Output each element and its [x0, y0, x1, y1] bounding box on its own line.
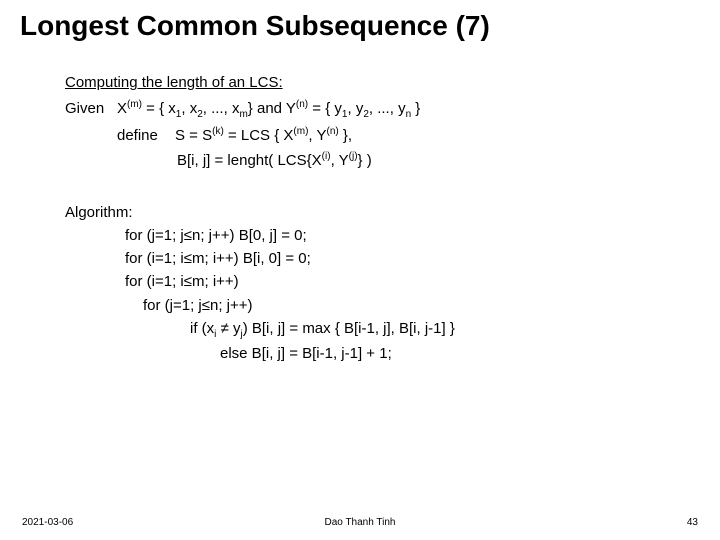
- s-text-a: S = S: [175, 127, 212, 144]
- s-text-d: },: [339, 127, 352, 144]
- algo-line-6: else B[i, j] = B[i-1, j-1] + 1;: [220, 342, 700, 365]
- xm-sub: m: [239, 109, 247, 120]
- define-label: define: [117, 125, 175, 148]
- algo-line-1: for (j=1; j≤n; j++) B[0, j] = 0;: [125, 224, 700, 247]
- footer-date: 2021-03-06: [22, 517, 73, 528]
- algo-line-2: for (i=1; i≤m; i++) B[i, 0] = 0;: [125, 247, 700, 270]
- define-line: defineS = S(k) = LCS { X(m), Y(n) },: [117, 124, 700, 148]
- algo-line-5: if (xi ≠ yj) B[i, j] = max { B[i-1, j], …: [190, 317, 700, 343]
- if-a: if (x: [190, 320, 214, 337]
- x-sup: (m): [127, 99, 142, 110]
- footer-page: 43: [687, 517, 698, 528]
- algo-line-3: for (i=1; i≤m; i++): [125, 270, 700, 293]
- y-set-b: , y: [347, 100, 363, 117]
- slide-title: Longest Common Subsequence (7): [20, 10, 700, 42]
- b-j-sup: (j): [349, 151, 358, 162]
- y-set-c: , ..., y: [369, 100, 406, 117]
- x-set-a: = { x: [142, 100, 176, 117]
- if-c: ) B[i, j] = max { B[i-1, j], B[i, j-1] }: [243, 320, 455, 337]
- algorithm-heading: Algorithm:: [65, 201, 700, 224]
- s-text-b: = LCS { X: [224, 127, 294, 144]
- b-text-b: , Y: [331, 152, 349, 169]
- b-text-c: } ): [358, 152, 372, 169]
- b-i-sup: (i): [322, 151, 331, 162]
- b-text-a: B[i, j] = lenght( LCS{X: [177, 152, 322, 169]
- s-text-c: , Y: [308, 127, 326, 144]
- bij-line: B[i, j] = lenght( LCS{X(i), Y(j)} ): [177, 149, 700, 173]
- s-sup: (k): [212, 126, 224, 137]
- y-set-a: = { y: [308, 100, 342, 117]
- given-label: Given: [65, 98, 117, 121]
- y-sup: (n): [296, 99, 308, 110]
- y-set-d: }: [411, 100, 420, 117]
- definition-block: Computing the length of an LCS: GivenX(m…: [65, 72, 700, 173]
- x-set-b: , x: [181, 100, 197, 117]
- given-line: GivenX(m) = { x1, x2, ..., xm} and Y(n) …: [65, 97, 700, 122]
- footer-author: Dao Thanh Tinh: [325, 517, 396, 528]
- algorithm-block: Algorithm: for (j=1; j≤n; j++) B[0, j] =…: [65, 201, 700, 366]
- s-x-sup: (m): [293, 126, 308, 137]
- x-symbol: X: [117, 100, 127, 117]
- x-set-c: , ..., x: [203, 100, 240, 117]
- s-y-sup: (n): [326, 126, 338, 137]
- x-set-d: } and Y: [248, 100, 296, 117]
- algo-line-4: for (j=1; j≤n; j++): [143, 294, 700, 317]
- section-heading: Computing the length of an LCS:: [65, 72, 700, 95]
- if-b: ≠ y: [216, 320, 240, 337]
